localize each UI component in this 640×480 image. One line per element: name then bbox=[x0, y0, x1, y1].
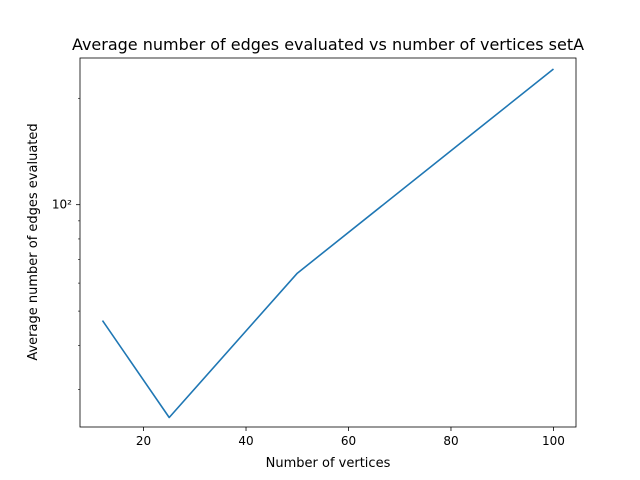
y-axis-label: Average number of edges evaluated bbox=[26, 123, 41, 360]
y-tick-label: 10² bbox=[52, 198, 72, 212]
x-tick-label: 60 bbox=[341, 434, 356, 448]
x-tick-label: 80 bbox=[443, 434, 458, 448]
x-tick-label: 20 bbox=[136, 434, 151, 448]
x-tick-label: 100 bbox=[542, 434, 565, 448]
series-line bbox=[101, 68, 554, 419]
plot-area: 20 40 60 80 100 10² bbox=[52, 57, 577, 448]
x-tick-label: 40 bbox=[238, 434, 253, 448]
chart-title: Average number of edges evaluated vs num… bbox=[72, 35, 584, 54]
x-axis-label: Number of vertices bbox=[266, 456, 391, 471]
axes-frame bbox=[79, 57, 577, 428]
